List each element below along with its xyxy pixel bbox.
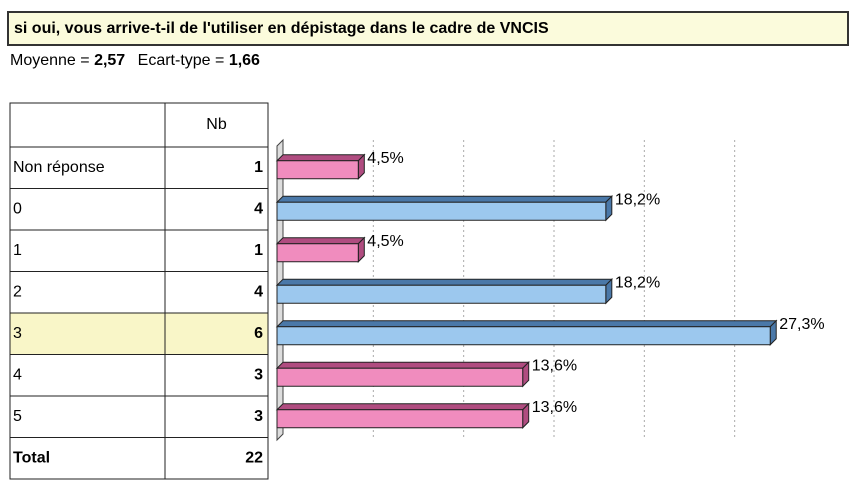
title-box bbox=[7, 11, 849, 46]
cell bbox=[164, 229, 269, 272]
bar bbox=[275, 195, 614, 222]
bar-top bbox=[275, 237, 366, 245]
value-label: 13,6% bbox=[532, 399, 577, 416]
stats: Moyenne = 2,57 Ecart-type = 1,66 bbox=[10, 52, 260, 69]
row-label: Non réponse bbox=[13, 159, 105, 176]
value-label: 4,5% bbox=[367, 233, 403, 250]
cell bbox=[164, 395, 269, 438]
cell bbox=[164, 312, 269, 355]
row-count: 4 bbox=[254, 283, 263, 300]
row-count: 3 bbox=[254, 408, 263, 425]
row-count: 1 bbox=[254, 159, 263, 176]
bar-front bbox=[276, 160, 359, 180]
bar bbox=[275, 319, 778, 346]
header-cell bbox=[164, 102, 269, 148]
value-label: 27,3% bbox=[779, 316, 824, 333]
value-label: 18,2% bbox=[615, 274, 660, 291]
table: Nb Non réponse 1 0 4 1 1 2 4 3 6 4 3 5 3 Total 22 bbox=[9, 102, 269, 480]
cell bbox=[164, 354, 269, 397]
header-cell bbox=[9, 102, 166, 148]
row-label: 2 bbox=[13, 283, 22, 300]
chart: 4,5% 18,2% 4,5% 18,2% 27,3% 13,6% 13,6% bbox=[275, 138, 825, 442]
bar-front bbox=[276, 201, 607, 221]
cell bbox=[164, 437, 269, 480]
cell bbox=[9, 354, 166, 397]
cell bbox=[9, 271, 166, 314]
row-count: 3 bbox=[254, 366, 263, 383]
row-label: Total bbox=[13, 449, 50, 466]
value-label: 4,5% bbox=[367, 150, 403, 167]
header-label: Nb bbox=[206, 116, 227, 133]
value-label: 13,6% bbox=[532, 357, 577, 374]
row-label: 0 bbox=[13, 200, 22, 217]
bar-top bbox=[275, 361, 530, 369]
cell bbox=[9, 229, 166, 272]
bar-front bbox=[276, 243, 359, 263]
sd-label: Ecart-type = bbox=[138, 52, 225, 69]
cell bbox=[9, 395, 166, 438]
bar-front bbox=[276, 326, 771, 346]
cell bbox=[9, 312, 166, 355]
cell bbox=[9, 437, 166, 480]
bar-front bbox=[276, 284, 607, 304]
bar-top bbox=[275, 403, 530, 411]
cell bbox=[164, 271, 269, 314]
cell bbox=[164, 146, 269, 189]
row-label: 1 bbox=[13, 242, 22, 259]
bar-top bbox=[275, 320, 778, 328]
bar-front bbox=[276, 367, 524, 387]
value-label: 18,2% bbox=[615, 191, 660, 208]
cell bbox=[9, 146, 166, 189]
bar-top bbox=[275, 195, 614, 203]
row-label: 4 bbox=[13, 366, 22, 383]
bar bbox=[275, 402, 530, 429]
bar bbox=[275, 236, 366, 263]
row-count: 4 bbox=[254, 200, 263, 217]
bar-top bbox=[275, 154, 366, 162]
row-count: 22 bbox=[245, 449, 263, 466]
bar-front bbox=[276, 409, 524, 429]
title: si oui, vous arrive-t-il de l'utiliser e… bbox=[14, 20, 549, 37]
row-label: 3 bbox=[13, 325, 22, 342]
bar bbox=[275, 278, 614, 305]
bar bbox=[275, 361, 530, 388]
bar-top bbox=[275, 278, 614, 286]
bar bbox=[275, 153, 366, 180]
cell bbox=[164, 188, 269, 231]
cell bbox=[9, 188, 166, 231]
mean-label: Moyenne = bbox=[10, 52, 90, 69]
row-count: 1 bbox=[254, 242, 263, 259]
mean: 2,57 bbox=[94, 52, 125, 69]
row-count: 6 bbox=[254, 325, 263, 342]
row-label: 5 bbox=[13, 408, 22, 425]
sd: 1,66 bbox=[229, 52, 260, 69]
